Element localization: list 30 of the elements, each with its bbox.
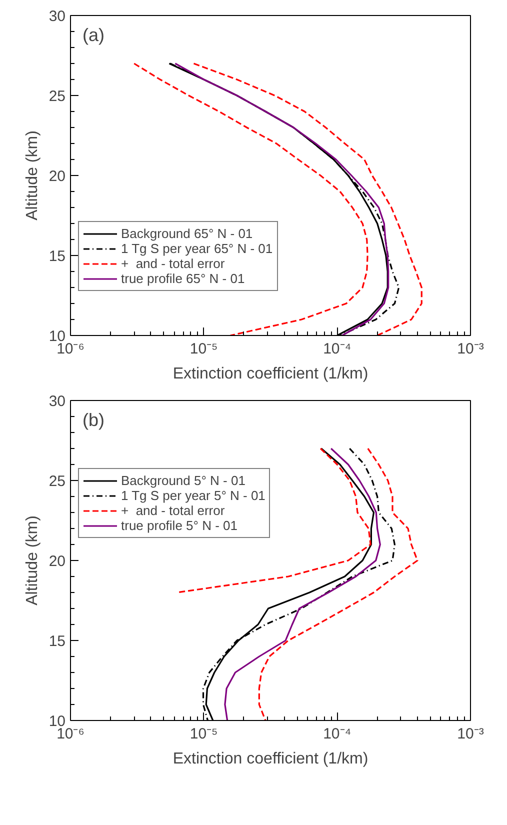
legend-label: true profile 5° N - 01 <box>121 518 238 533</box>
legend-label: Background 5° N - 01 <box>121 473 246 488</box>
x-tick-label: 10⁻⁶ <box>56 726 84 742</box>
legend-label: Background 65° N - 01 <box>121 226 253 241</box>
x-tick-label: 10⁻⁴ <box>323 726 352 742</box>
x-tick-label: 10⁻³ <box>457 726 484 742</box>
y-tick-label: 25 <box>48 473 66 490</box>
x-axis-title: Extinction coefficient (1/km) <box>172 366 368 382</box>
y-tick-label: 20 <box>48 553 66 570</box>
x-tick-label: 10⁻⁵ <box>190 340 218 358</box>
y-tick-label: 15 <box>48 633 66 650</box>
x-axis-title: Extinction coefficient (1/km) <box>172 750 368 768</box>
legend-label: true profile 65° N - 01 <box>121 271 245 286</box>
legend-label: + and - total error <box>121 503 225 518</box>
y-axis-title: Altitude (km) <box>24 516 41 606</box>
x-tick-label: 10⁻⁴ <box>323 340 352 358</box>
x-tick-label: 10⁻³ <box>457 340 484 358</box>
annotation: (b) <box>82 410 104 430</box>
y-tick-label: 30 <box>48 8 66 25</box>
y-tick-label: 30 <box>48 393 66 410</box>
legend-label: 1 Tg S per year 5° N - 01 <box>121 488 266 503</box>
x-tick-label: 10⁻⁶ <box>56 340 84 358</box>
annotation: (a) <box>82 25 104 46</box>
y-axis-title: Altitude (km) <box>24 130 41 220</box>
y-tick-label: 25 <box>48 88 66 105</box>
y-tick-label: 20 <box>48 168 66 185</box>
legend-label: + and - total error <box>121 256 225 271</box>
legend-label: 1 Tg S per year 65° N - 01 <box>121 241 273 256</box>
x-tick-label: 10⁻⁵ <box>190 726 218 742</box>
y-tick-label: 15 <box>48 248 66 265</box>
